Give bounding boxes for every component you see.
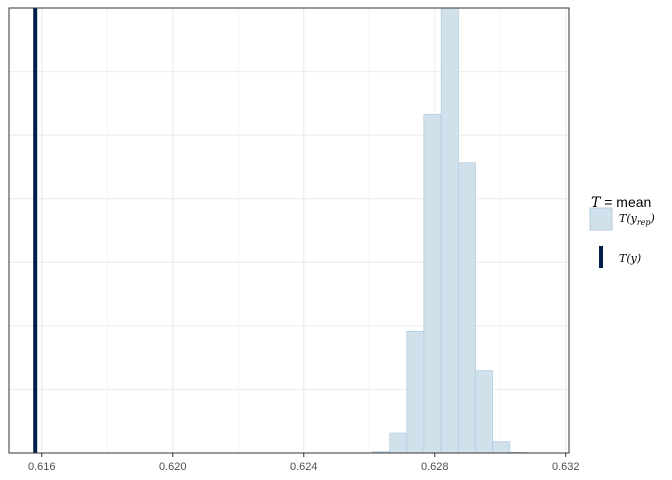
histogram-bars bbox=[372, 7, 528, 454]
x-tick-label: 0.624 bbox=[290, 461, 318, 473]
x-tick-label: 0.628 bbox=[421, 461, 449, 473]
x-axis: 0.616 0.620 0.624 0.628 0.632 bbox=[28, 453, 580, 473]
histogram-bar bbox=[457, 162, 476, 454]
histogram-bar bbox=[389, 432, 408, 454]
x-tick-label: 0.632 bbox=[552, 461, 580, 473]
legend-title-text: = mean bbox=[600, 194, 651, 210]
histogram-bar bbox=[423, 113, 442, 454]
histogram-bar bbox=[406, 331, 425, 454]
panel-border bbox=[8, 7, 570, 454]
histogram-bar bbox=[440, 7, 459, 454]
legend-title-symbol: T bbox=[591, 195, 602, 211]
legend-label-yrep: T(yrep) bbox=[619, 212, 655, 227]
legend-label-y: T(y) bbox=[619, 252, 641, 265]
x-tick-label: 0.620 bbox=[159, 461, 187, 473]
legend: T = mean T(yrep) T(y) bbox=[589, 194, 655, 268]
legend-key-y bbox=[599, 246, 603, 268]
legend-title: T = mean bbox=[591, 194, 651, 211]
histogram-bar bbox=[492, 441, 511, 454]
x-tick-label: 0.616 bbox=[28, 461, 56, 473]
legend-key-yrep bbox=[589, 207, 613, 231]
histogram-bar bbox=[474, 370, 493, 454]
